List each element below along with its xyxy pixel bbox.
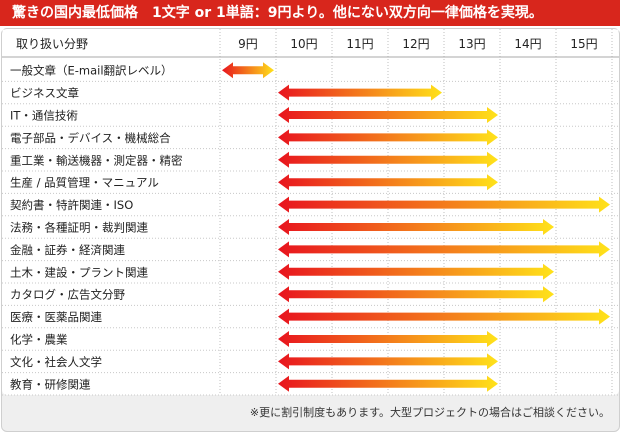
price-range-arrow xyxy=(278,308,610,325)
price-range-arrow xyxy=(278,241,610,258)
x-tick-label: 11円 xyxy=(346,37,373,51)
category-label: 文化・社会人文学 xyxy=(10,355,102,369)
x-tick-label: 9円 xyxy=(238,37,258,51)
category-label: IT・通信技術 xyxy=(10,109,78,123)
category-label: 生産 / 品質管理・マニュアル xyxy=(10,176,159,190)
category-label: 教育・研修関連 xyxy=(10,377,91,391)
category-label: 契約書・特許関連・ISO xyxy=(10,198,133,212)
price-range-arrow xyxy=(278,375,498,392)
category-label: カタログ・広告文分野 xyxy=(10,288,125,302)
price-range-chart: 取り扱い分野 9円 10円 11円 12円 13円 14円 15円一般文章（E-mail翻訳レ… xyxy=(2,29,619,396)
price-chart-frame: 取り扱い分野 9円 10円 11円 12円 13円 14円 15円一般文章（E-mail翻訳レ… xyxy=(1,28,620,432)
price-range-arrow xyxy=(278,196,610,213)
x-tick-label: 15円 xyxy=(570,37,597,51)
category-label: 重工業・輸送機器・測定器・精密 xyxy=(10,153,183,167)
price-range-arrow xyxy=(278,84,442,101)
category-label: 土木・建設・プラント関連 xyxy=(10,265,148,279)
grid-background xyxy=(2,29,619,395)
price-range-arrow xyxy=(278,286,554,303)
x-tick-label: 12円 xyxy=(402,37,429,51)
header-row xyxy=(2,29,619,58)
page-title: 驚きの国内最低価格 1文字 or 1単語：9円より。他にない双方向一律価格を実現… xyxy=(0,0,620,26)
category-label: 医療・医薬品関連 xyxy=(10,310,102,324)
x-tick-label: 13円 xyxy=(458,37,485,51)
price-range-arrow xyxy=(278,331,498,347)
category-label: 金融・証券・経済関連 xyxy=(10,243,125,257)
category-header: 取り扱い分野 xyxy=(16,37,88,51)
price-range-arrow xyxy=(278,219,554,235)
x-tick-label: 10円 xyxy=(290,37,317,51)
price-range-arrow xyxy=(278,263,554,280)
price-range-arrow xyxy=(278,107,498,123)
price-range-arrow xyxy=(278,174,498,191)
price-range-arrow xyxy=(278,151,498,168)
x-tick-label: 14円 xyxy=(514,37,541,51)
category-label: 電子部品・デバイス・機械総合 xyxy=(10,131,171,145)
footnote: ※更に割引制度もあります。大型プロジェクトの場合はご相談ください。 xyxy=(249,406,610,419)
price-range-arrow xyxy=(278,353,498,370)
category-label: 化学・農業 xyxy=(10,333,68,347)
category-label: ビジネス文章 xyxy=(10,86,79,100)
category-label: 法務・各種証明・裁判関連 xyxy=(10,221,148,235)
price-range-arrow xyxy=(278,129,498,146)
category-label: 一般文章（E-mail翻訳レベル） xyxy=(10,64,173,78)
